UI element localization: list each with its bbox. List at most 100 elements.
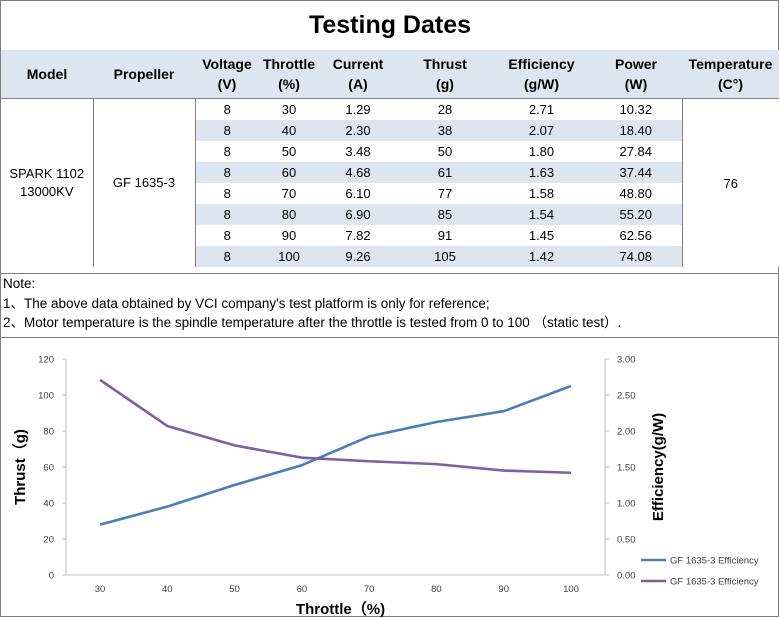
table-cell: 61 — [397, 162, 493, 183]
table-cell: 8 — [223, 144, 231, 159]
page-title: Testing Dates — [1, 1, 779, 51]
table-cell: 1.80 — [528, 144, 555, 159]
x-tick-label: 90 — [498, 584, 509, 595]
table-cell: 55.20 — [590, 204, 682, 225]
table-cell: 2.30 — [319, 120, 397, 141]
column-header-4: Current (A) — [319, 50, 397, 99]
model-kv: 13000KV — [20, 184, 74, 199]
table-cell: 8 — [195, 120, 259, 141]
column-header-1: Propeller — [93, 50, 195, 99]
notes-section: Note: 1、The above data obtained by VCI c… — [1, 273, 779, 338]
table-cell: 30 — [281, 102, 297, 117]
column-header-2: Voltage (V) — [195, 50, 259, 99]
model-name: SPARK 1102 — [9, 166, 85, 181]
column-header-line: (g) — [436, 76, 454, 92]
table-row: 8 80 6.90 85 1.54 55.20 — [1, 204, 779, 225]
table-cell: 27.84 — [619, 144, 653, 159]
table-cell: 38 — [397, 120, 493, 141]
table-cell: 8 — [223, 186, 231, 201]
right-tick-label: 2.50 — [617, 391, 636, 402]
column-header-line: (A) — [348, 76, 368, 92]
table-cell: 9.26 — [319, 246, 397, 267]
table-cell: 8 — [195, 162, 259, 183]
table-cell: 70 — [281, 186, 297, 201]
table-row: 8 100 9.26 105 1.42 74.08 — [1, 246, 779, 267]
column-header-6: Efficiency (g/W) — [493, 50, 590, 99]
note-line-1: 1、The above data obtained by VCI company… — [3, 295, 490, 311]
table-cell: 60 — [259, 162, 319, 183]
column-header-8: Temperature (C°) — [682, 50, 779, 99]
right-axis-title: Efficiency(g/W) — [650, 413, 667, 521]
x-tick-label: 30 — [95, 584, 106, 595]
column-header-line: Power — [614, 56, 657, 72]
note-line-2: 2、Motor temperature is the spindle tempe… — [3, 315, 622, 330]
column-header-line: (%) — [278, 76, 300, 92]
right-tick-label: 1.00 — [617, 499, 636, 510]
table-cell: 2.71 — [528, 102, 555, 117]
column-header-line: Voltage — [202, 56, 252, 72]
column-header-0: Model — [1, 50, 93, 99]
left-tick-label: 20 — [43, 535, 54, 546]
table-cell: 80 — [259, 204, 319, 225]
table-cell: 1.42 — [493, 246, 590, 267]
table-row: 8 70 6.10 77 1.58 48.80 — [1, 183, 779, 204]
table-cell: 1.45 — [528, 228, 555, 243]
series-line-0 — [99, 384, 572, 526]
column-header-line: (W) — [624, 76, 648, 92]
table-cell: 6.10 — [345, 186, 371, 201]
table-cell: 2.07 — [493, 120, 590, 141]
column-header-line: (V) — [217, 76, 237, 92]
column-header-line: Model — [26, 66, 68, 82]
left-tick-label: 0 — [49, 571, 54, 582]
propeller-cell: GF 1635-3 — [93, 98, 196, 267]
table-cell: 8 — [223, 228, 231, 243]
x-tick-label: 50 — [229, 584, 240, 595]
table-cell: 50 — [281, 144, 297, 159]
table-cell: 50 — [437, 144, 453, 159]
x-tick-label: 60 — [297, 584, 308, 595]
table-row: 8 40 2.30 38 2.07 18.40 — [1, 120, 779, 141]
column-header-7: Power (W) — [590, 50, 682, 99]
table-cell: 74.08 — [590, 246, 682, 267]
table-cell: 4.68 — [319, 162, 397, 183]
table-row: 8 50 3.48 50 1.80 27.84 — [1, 141, 779, 162]
column-header-line: Propeller — [113, 66, 175, 82]
x-tick-label: 70 — [364, 584, 375, 595]
table-cell: 105 — [397, 246, 493, 267]
column-header-line: Efficiency — [508, 56, 575, 72]
model-cell: SPARK 1102 13000KV — [1, 98, 94, 267]
table-cell: 90 — [281, 228, 297, 243]
thrust-efficiency-chart: 0 20 40 60 80 100 120 0.00 0.50 1.00 1.50 2.00 2.50 3… — [11, 355, 759, 618]
right-tick-label: 3.00 — [617, 355, 636, 366]
temperature-cell: 76 — [681, 98, 779, 267]
table-cell: 18.40 — [590, 120, 682, 141]
table-cell: 1.29 — [345, 102, 371, 117]
right-tick-label: 0.00 — [617, 571, 636, 582]
left-tick-label: 120 — [38, 355, 54, 366]
table-header-row: Model Propeller Voltage (V) Throttle (%) Curre… — [1, 50, 779, 99]
table-cell: 8 — [195, 204, 259, 225]
table-row: 8 90 7.82 91 1.45 62.56 — [1, 225, 779, 246]
table-row: SPARK 1102 13000KV GF 1635-3 8 30 1.29 28 2.71 1… — [1, 98, 779, 267]
table-row: 8 60 4.68 61 1.63 37.44 — [1, 162, 779, 183]
table-cell: 91 — [437, 228, 453, 243]
table-cell: 28 — [437, 102, 453, 117]
x-axis-title: Throttle（%) — [296, 600, 385, 617]
table-cell: 37.44 — [590, 162, 682, 183]
x-tick-label: 100 — [563, 584, 579, 595]
note-heading: Note: — [3, 276, 36, 291]
column-header-line: Throttle — [262, 56, 316, 72]
table-cell: 77 — [437, 186, 453, 201]
column-header-line: Current — [332, 56, 384, 72]
right-tick-label: 1.50 — [617, 463, 636, 474]
table-cell: 6.90 — [319, 204, 397, 225]
column-header-line: Temperature — [688, 56, 773, 72]
table-cell: 62.56 — [619, 228, 653, 243]
table-cell: 7.82 — [345, 228, 371, 243]
legend-label: GF 1635-3 Efficiency — [670, 577, 759, 588]
x-tick-label: 40 — [162, 584, 173, 595]
table-cell: 8 — [195, 246, 259, 267]
left-axis-title: Thrust（g) — [11, 429, 29, 505]
table-cell: 1.58 — [528, 186, 555, 201]
